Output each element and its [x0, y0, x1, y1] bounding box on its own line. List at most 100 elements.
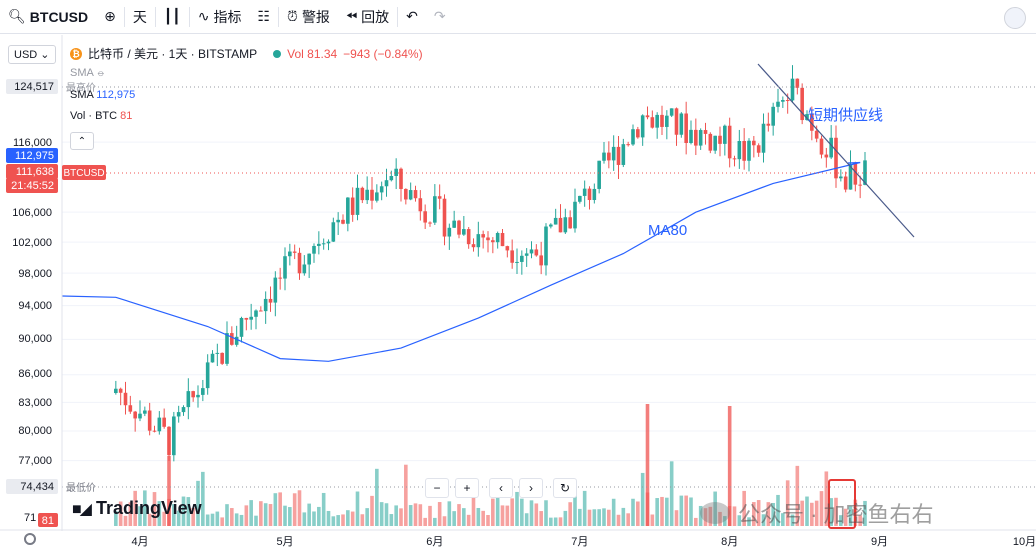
zoom-controls: − +	[425, 478, 479, 498]
candle-body	[631, 129, 635, 145]
candle-body	[752, 140, 756, 146]
volume-bar	[679, 495, 684, 526]
highlight-box	[828, 479, 856, 529]
scroll-left-button[interactable]: ‹	[489, 478, 513, 498]
settings-icon[interactable]	[24, 533, 36, 545]
symbol-search[interactable]: 🔍︎ BTCUSD	[0, 0, 96, 34]
volume-bar	[239, 514, 244, 526]
reset-chart-button[interactable]: ↻	[553, 478, 577, 498]
price-tick-label: 116,000	[13, 137, 52, 149]
candle-body	[602, 152, 606, 161]
ma80-line	[61, 161, 861, 362]
volume-bar	[713, 491, 717, 526]
interval-button[interactable]: 天	[125, 0, 155, 34]
volume-bar	[578, 508, 582, 526]
candle-body	[336, 219, 340, 223]
price-axis[interactable]: 116,000 106,000 102,000 98,000 94,000 90,000 8…	[6, 79, 106, 527]
supply-trendline[interactable]	[757, 63, 915, 238]
watermark: 公众号 · 加密鱼右右	[700, 497, 934, 529]
month-tick-label: 5月	[276, 536, 293, 548]
volume-bar	[742, 490, 746, 526]
chart-legend: ₿ 比特币 / 美元 · 1天 · BITSTAMP Vol 81.34 −94…	[70, 45, 423, 62]
candle-body	[829, 137, 833, 158]
candle-body	[312, 245, 316, 254]
volume-bar	[268, 504, 273, 526]
eye-off-icon[interactable]: ⦵	[96, 67, 106, 79]
price-tag-bg	[6, 164, 58, 179]
candle-body	[375, 192, 379, 201]
candle-body	[795, 78, 800, 88]
volume-bar	[128, 502, 133, 526]
candle-body	[423, 211, 427, 223]
divider	[123, 6, 125, 27]
volume-bar	[433, 517, 437, 526]
volume-bar	[626, 513, 630, 526]
divider	[154, 6, 156, 27]
tradingview-logo[interactable]: ■◢ TradingView	[72, 498, 202, 519]
zoom-in-button[interactable]: +	[455, 478, 479, 498]
volume-bar	[781, 513, 785, 526]
indicators-button[interactable]: ∿ 指标	[190, 0, 250, 34]
volume-bar	[524, 513, 529, 526]
month-tick-label: 9月	[871, 536, 888, 548]
price-tag-label: 112,975	[15, 150, 54, 162]
scroll-right-button[interactable]: ›	[519, 478, 543, 498]
chart-canvas[interactable]: MA80 短期供应线 116,000 106,000 102,000 98,000 94…	[0, 35, 1036, 551]
volume-bar	[220, 517, 224, 526]
high-label: 最高价	[66, 81, 96, 94]
volume-bar	[515, 491, 519, 526]
undo-button[interactable]: ↶	[398, 0, 426, 34]
indicator-sma2[interactable]: SMA 112,975	[70, 89, 135, 101]
volume-bar	[350, 511, 355, 526]
volume-bar	[312, 511, 316, 526]
volume-tag-label: 81	[42, 515, 54, 527]
volume-bar	[500, 505, 505, 526]
volume-bar	[331, 516, 336, 526]
avatar[interactable]	[1004, 7, 1026, 29]
compare-button[interactable]: ⊕	[96, 0, 124, 34]
zoom-out-button[interactable]: −	[425, 478, 449, 498]
candle-body	[389, 175, 394, 181]
indicator-volume[interactable]: Vol · BTC 81	[70, 110, 132, 122]
candle-body	[781, 100, 785, 102]
candle-body	[355, 187, 360, 215]
interval-label: 天	[132, 8, 147, 25]
candle-body	[143, 410, 147, 414]
candle-body	[201, 388, 205, 395]
volume-bar	[442, 516, 447, 526]
candle-body	[766, 123, 771, 126]
price-tick-label: 71	[24, 512, 36, 524]
candle-body	[597, 160, 601, 189]
candle-body	[370, 189, 374, 201]
volume-bar	[650, 514, 655, 526]
price-axis-bg	[0, 35, 62, 531]
replay-button[interactable]: ⏪︎ 回放	[338, 0, 397, 34]
candle-body	[288, 251, 292, 257]
chart-type-button[interactable]: ┃┃	[156, 0, 189, 34]
divider	[188, 6, 190, 27]
price-tick-label: 94,000	[18, 300, 52, 312]
volume-bar	[539, 511, 543, 526]
time-axis[interactable]: 4月 5月 6月 7月 8月 9月 10月	[131, 536, 1036, 548]
volume-bar	[549, 517, 553, 526]
candle-body	[529, 249, 534, 254]
volume-bar	[428, 505, 432, 526]
candle-body	[215, 352, 220, 354]
indicator-sma1[interactable]: SMA ⦵	[70, 67, 106, 80]
currency-selector[interactable]: USD ⌄	[8, 45, 56, 64]
volume-bar	[698, 505, 703, 526]
redo-button[interactable]: ↷	[426, 0, 454, 34]
rewind-icon: ⏪︎	[345, 8, 358, 24]
candle-body	[669, 108, 674, 116]
collapse-legend-button[interactable]: ⌃	[70, 132, 94, 150]
volume-bar	[674, 510, 679, 526]
volume-bar	[230, 508, 234, 526]
candle-body	[747, 140, 751, 161]
candle-body	[805, 114, 809, 121]
volume-bar	[186, 497, 191, 526]
alert-button[interactable]: ⏰︎ 警报	[279, 0, 338, 34]
volume-bar	[621, 507, 626, 526]
templates-button[interactable]: ☷	[249, 0, 278, 34]
price-tick-label: 77,000	[18, 455, 52, 467]
candle-body	[723, 125, 727, 144]
